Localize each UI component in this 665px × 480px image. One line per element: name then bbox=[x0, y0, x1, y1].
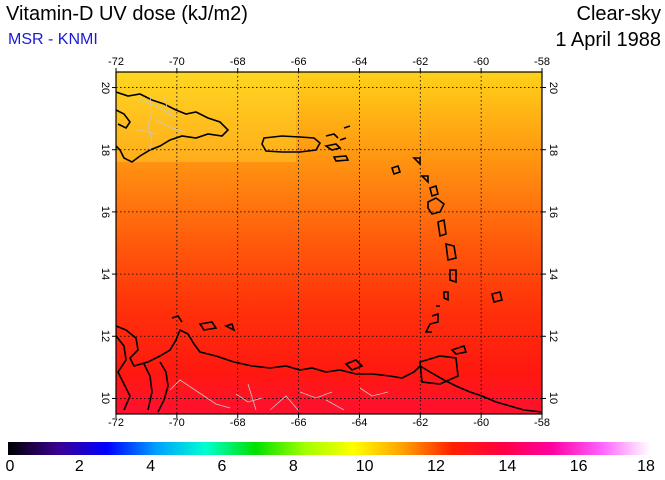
colorbar-label: 12 bbox=[427, 458, 445, 475]
borders bbox=[137, 95, 389, 411]
lon-label-top: -62 bbox=[412, 56, 429, 68]
lon-label-bottom: -62 bbox=[412, 417, 429, 429]
lon-label-bottom: -70 bbox=[168, 417, 185, 429]
guadeloupe-coast bbox=[427, 197, 446, 215]
sky-condition-label: Clear-sky bbox=[576, 3, 661, 25]
hispaniola-coast bbox=[116, 91, 230, 163]
lat-label-right: 20 bbox=[547, 81, 559, 94]
colorbar-label: 8 bbox=[288, 458, 298, 475]
colorbar-label: 16 bbox=[569, 458, 588, 475]
lon-label-top: -66 bbox=[290, 56, 307, 68]
frame-ticks bbox=[112, 68, 546, 418]
lat-label-left: 20 bbox=[99, 81, 111, 94]
colorbar-label: 4 bbox=[146, 458, 156, 475]
hispaniola-west-coast bbox=[116, 109, 131, 130]
coastlines bbox=[116, 91, 542, 413]
colorbar-label: 6 bbox=[217, 458, 227, 475]
grenadines-coast bbox=[424, 305, 440, 333]
lat-label-right: 12 bbox=[547, 330, 559, 343]
lon-label-bottom: -72 bbox=[108, 417, 124, 429]
lat-label-right: 10 bbox=[547, 392, 559, 405]
uv-dose-field bbox=[116, 72, 542, 414]
dominica-coast bbox=[437, 218, 447, 238]
colorbar-label: 2 bbox=[74, 458, 84, 475]
margarita-coast bbox=[344, 359, 364, 371]
lat-label-left: 16 bbox=[99, 205, 111, 219]
lon-label-bottom: -60 bbox=[473, 417, 490, 429]
colorbar-label: 10 bbox=[355, 458, 374, 475]
lon-label-top: -72 bbox=[108, 56, 124, 68]
lon-label-top: -68 bbox=[229, 56, 246, 68]
source-label: MSR - KNMI bbox=[8, 31, 98, 48]
aruba-curacao-coast bbox=[171, 315, 236, 332]
venezuela-colombia-border bbox=[169, 379, 231, 409]
puerto-rico-coast bbox=[261, 135, 322, 153]
st-croix-coast bbox=[332, 155, 350, 162]
lat-label-right: 16 bbox=[547, 205, 559, 219]
lon-label-top: -58 bbox=[534, 56, 550, 68]
virgin-islands bbox=[325, 125, 351, 141]
date-label: 1 April 1988 bbox=[555, 29, 661, 51]
vieques-coast bbox=[323, 143, 342, 151]
lon-label-bottom: -58 bbox=[534, 417, 550, 429]
lat-label-right: 18 bbox=[547, 143, 559, 156]
lake-maracaibo-shore bbox=[143, 361, 169, 413]
lon-label-bottom: -68 bbox=[229, 417, 246, 429]
lon-label-bottom: -64 bbox=[351, 417, 368, 429]
chart-title: Vitamin-D UV dose (kJ/m2) bbox=[6, 3, 248, 25]
lat-label-left: 18 bbox=[99, 143, 111, 156]
lon-label-top: -60 bbox=[473, 56, 490, 68]
martinique-coast bbox=[445, 242, 457, 261]
colorbar bbox=[8, 442, 650, 455]
colombia-coast bbox=[116, 335, 131, 411]
dr-provinces bbox=[137, 97, 187, 135]
lat-label-right: 14 bbox=[547, 267, 559, 281]
map-frame bbox=[115, 71, 543, 415]
haiti-dr-border bbox=[147, 95, 153, 151]
trinidad-coast bbox=[419, 355, 459, 385]
tobago-coast bbox=[450, 344, 468, 355]
st-lucia-coast bbox=[449, 269, 457, 284]
lat-label-left: 14 bbox=[99, 267, 111, 281]
barbados-coast bbox=[491, 291, 503, 303]
lon-label-bottom: -66 bbox=[290, 417, 307, 429]
venezuela-states bbox=[235, 383, 389, 411]
lat-label-left: 12 bbox=[99, 330, 111, 343]
lesser-antilles-north bbox=[390, 157, 439, 198]
lat-label-left: 10 bbox=[99, 392, 111, 405]
lon-label-top: -70 bbox=[168, 56, 185, 68]
colorbar-label: 0 bbox=[5, 458, 15, 475]
lon-label-top: -64 bbox=[351, 56, 368, 68]
south-american-coast bbox=[116, 325, 542, 413]
colorbar-label: 18 bbox=[637, 458, 655, 475]
st-vincent-coast bbox=[443, 291, 449, 302]
colorbar-label: 14 bbox=[498, 458, 517, 475]
